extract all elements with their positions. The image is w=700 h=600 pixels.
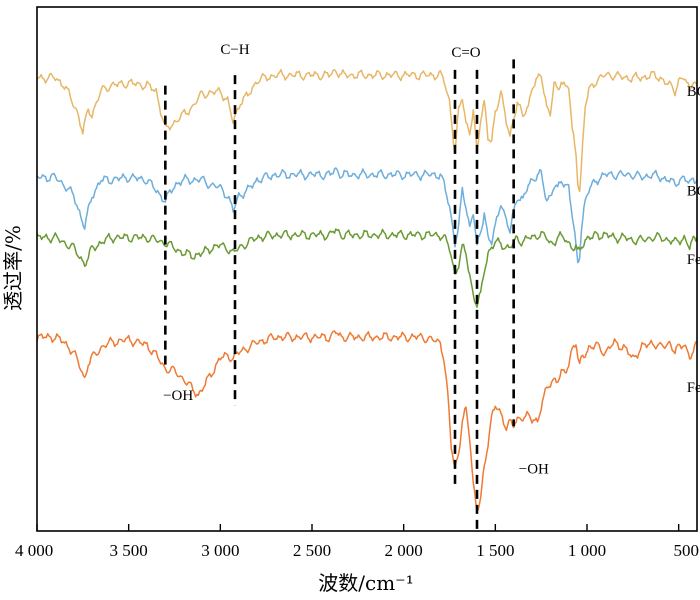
marker-lines [164, 59, 515, 531]
y-axis-label: 透过率/% [1, 225, 25, 311]
x-axis-ticks: 4 000 3 500 3 000 2 500 2 000 1 500 1 000 500 [15, 524, 699, 560]
peak-annotation: −OH [163, 388, 193, 404]
series-line-bc300y-cr [36, 68, 698, 193]
series-label: BC300Y+Cr [687, 84, 700, 100]
series-line-fecl3bc300y [36, 330, 698, 512]
x-tick-label: 4 000 [15, 541, 53, 560]
annotation-layer: C−H C=O −OH −OH [163, 42, 549, 477]
x-tick-label: 3 000 [201, 541, 239, 560]
x-axis-label: 波数/cm⁻¹ [318, 571, 413, 595]
series-line-bc300y [36, 167, 698, 264]
series-label: FeCl3BC300Y [687, 380, 700, 396]
series-line-fecl3bc300y-cr [36, 228, 698, 308]
series-layer [36, 68, 698, 512]
peak-annotation: C−H [220, 42, 249, 58]
x-tick-label: 500 [674, 541, 700, 560]
x-tick-label: 1 500 [476, 541, 514, 560]
x-tick-label: 2 000 [385, 541, 423, 560]
x-tick-label: 3 500 [110, 541, 148, 560]
plot-frame [36, 6, 698, 532]
peak-annotation: −OH [519, 461, 549, 477]
series-label: BC300Y [687, 184, 700, 200]
x-tick-label: 1 000 [568, 541, 606, 560]
peak-annotation: C=O [451, 45, 480, 61]
series-label: FeCl3BC300Y+Cr [687, 252, 700, 268]
x-tick-label: 2 500 [293, 541, 331, 560]
